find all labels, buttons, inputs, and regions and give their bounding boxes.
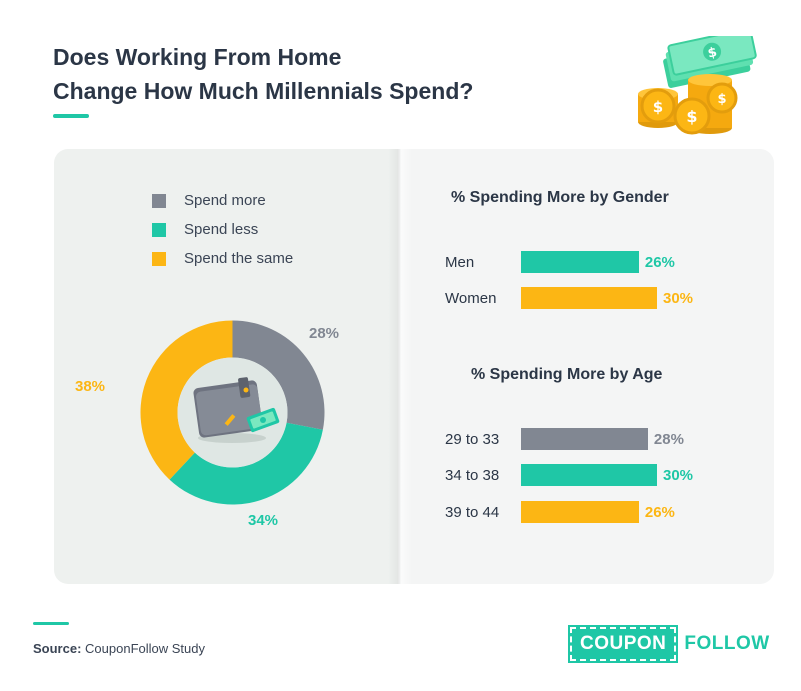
logo-coupon-text: COUPON xyxy=(567,625,679,663)
couponfollow-logo: COUPON FOLLOW xyxy=(567,625,770,663)
age-bar-39-44 xyxy=(521,501,639,523)
gender-value-women: 30% xyxy=(663,290,694,307)
wallet-icon xyxy=(193,377,280,443)
age-bar-34-38 xyxy=(521,464,657,486)
gender-label-women: Women xyxy=(445,290,497,307)
donut-chart xyxy=(140,320,325,505)
gender-chart-title: % Spending More by Gender xyxy=(451,189,669,206)
legend-item-spend-more: Spend more xyxy=(152,186,293,215)
panel-fold xyxy=(388,149,412,584)
source-note: Source: CouponFollow Study xyxy=(33,641,205,656)
age-label-34-38: 34 to 38 xyxy=(445,467,500,484)
legend-item-spend-same: Spend the same xyxy=(152,244,293,273)
legend-swatch-spend-same xyxy=(152,251,166,266)
legend-label-spend-same: Spend the same xyxy=(184,250,294,267)
age-value-34-38: 30% xyxy=(663,467,694,484)
age-label-39-44: 39 to 44 xyxy=(445,504,500,521)
source-text: CouponFollow Study xyxy=(85,641,205,656)
gender-bar-men xyxy=(521,251,639,273)
legend-label-spend-more: Spend more xyxy=(184,192,266,209)
donut-slice-spend-same xyxy=(140,320,233,480)
donut-slice-spend-less xyxy=(169,422,323,505)
gender-label-men: Men xyxy=(445,254,475,271)
svg-text:$: $ xyxy=(653,98,663,116)
legend-swatch-spend-more xyxy=(152,193,166,208)
donut-legend: Spend more Spend less Spend the same xyxy=(152,186,293,273)
source-label: Source: xyxy=(33,641,82,656)
svg-text:$: $ xyxy=(717,92,726,107)
legend-item-spend-less: Spend less xyxy=(152,215,293,244)
title-underline xyxy=(53,114,89,118)
age-bar-29-33 xyxy=(521,428,648,450)
svg-text:$: $ xyxy=(686,107,697,126)
age-label-29-33: 29 to 33 xyxy=(445,431,500,448)
page-title: Does Working From Home Change How Much M… xyxy=(53,40,573,108)
age-value-29-33: 28% xyxy=(653,431,684,448)
legend-label-spend-less: Spend less xyxy=(184,221,259,238)
donut-label-spend-more: 28% xyxy=(309,325,340,342)
age-value-39-44: 26% xyxy=(644,504,675,521)
donut-slice-spend-more xyxy=(232,320,325,430)
gender-value-men: 26% xyxy=(644,254,675,271)
gender-bar-women xyxy=(521,287,657,309)
svg-text:$: $ xyxy=(706,45,718,62)
title-line-2: Change How Much Millennials Spend? xyxy=(53,78,474,104)
legend-swatch-spend-less xyxy=(152,222,166,237)
title-line-1: Does Working From Home xyxy=(53,44,342,70)
money-stack-coins-icon: $ $ $ $ xyxy=(638,36,757,135)
age-chart-title: % Spending More by Age xyxy=(471,366,663,383)
donut-label-spend-same: 38% xyxy=(75,378,106,395)
logo-follow-text: FOLLOW xyxy=(684,633,770,654)
footer-underline xyxy=(33,622,69,625)
donut-label-spend-less: 34% xyxy=(248,512,279,529)
